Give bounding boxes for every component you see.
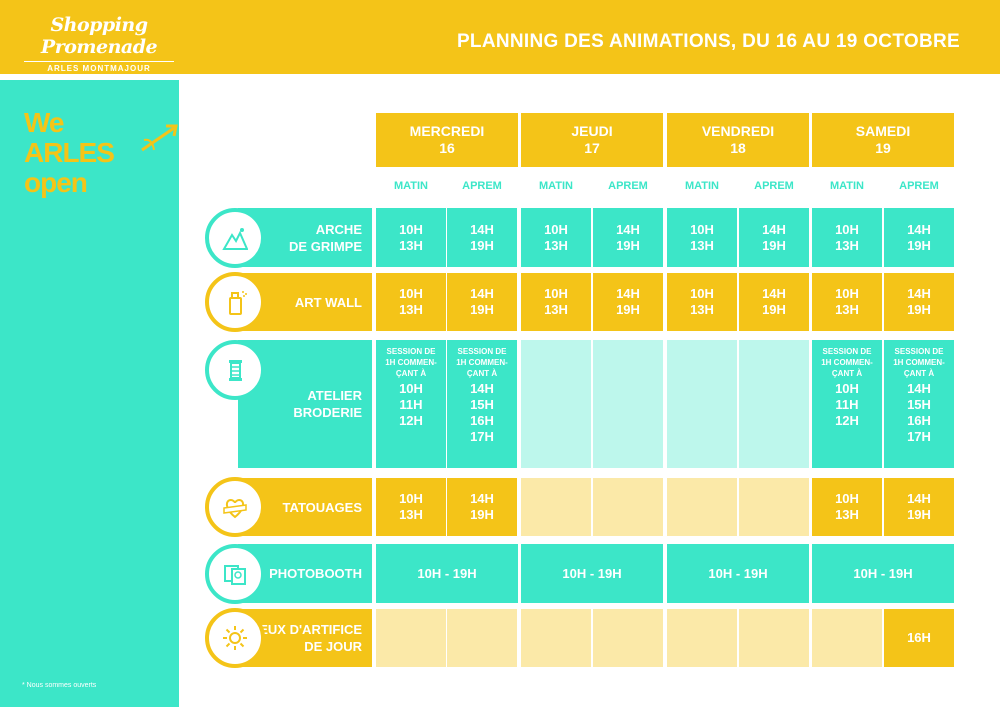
schedule-cell: 10H - 19H (521, 544, 663, 603)
empty-cell (521, 609, 591, 667)
logo-divider (24, 61, 174, 62)
slot-header: APREM (899, 180, 939, 192)
schedule-cell: 10H 13H (812, 478, 882, 536)
schedule-cell: 10H 13H (521, 208, 591, 267)
schedule-cell: SESSION DE 1H COMMEN- ÇANT À 10H 11H 12H (812, 340, 882, 468)
empty-cell (667, 340, 737, 468)
session-times: 10H 11H 12H (835, 381, 859, 428)
empty-cell (739, 478, 809, 536)
slot-header: MATIN (393, 180, 428, 192)
empty-cell (521, 478, 591, 536)
day-name: VENDREDI (701, 123, 775, 139)
day-date: 16 (439, 140, 455, 156)
session-note: SESSION DE 1H COMMEN- ÇANT À (821, 347, 873, 378)
activity-icon-badge (205, 477, 265, 537)
schedule-cell: 10H 13H (812, 208, 882, 267)
empty-cell (812, 609, 882, 667)
schedule-cell: 14H 19H (447, 478, 517, 536)
schedule-cell: 14H 19H (884, 208, 954, 267)
logo-text: Shopping Promenade (40, 14, 158, 58)
schedule-cell: SESSION DE 1H COMMEN- ÇANT À 14H 15H 16H … (447, 340, 517, 468)
empty-cell (593, 609, 663, 667)
schedule-cell: 14H 19H (739, 273, 809, 331)
empty-cell (447, 609, 517, 667)
schedule-cell: 10H 13H (376, 208, 446, 267)
empty-cell (593, 478, 663, 536)
slot-header: MATIN (829, 180, 864, 192)
activity-icon-badge (205, 543, 265, 604)
schedule-cell: 14H 19H (739, 208, 809, 267)
empty-cell (376, 609, 446, 667)
schedule-cell: 14H 19H (593, 208, 663, 267)
thread-spool-icon (229, 360, 242, 381)
schedule-cell: 10H 13H (667, 273, 737, 331)
slot-header: MATIN (684, 180, 719, 192)
empty-cell (593, 340, 663, 468)
page-title: PLANNING DES ANIMATIONS, DU 16 AU 19 OCT… (456, 31, 960, 52)
empty-cell (667, 609, 737, 667)
day-date: 19 (875, 140, 891, 156)
shopping-promenade-logo: Shopping Promenade ARLES MONTMAJOUR (14, 14, 184, 73)
sidebar: We ARLES open * Nous sommes ouverts (0, 80, 179, 707)
schedule-cell: 10H 13H (376, 478, 446, 536)
day-date: 17 (584, 140, 600, 156)
schedule-cell: 10H 13H (376, 273, 446, 331)
header-bar: Shopping Promenade ARLES MONTMAJOUR PLAN… (0, 0, 1000, 74)
day-header: JEUDI 17 (521, 113, 663, 167)
slot-header: MATIN (538, 180, 573, 192)
slot-header: APREM (462, 180, 502, 192)
brand-line-2: ARLES (24, 137, 115, 168)
activity-icon-badge (205, 608, 265, 668)
schedule-cell: 14H 19H (447, 208, 517, 267)
schedule-cell: 14H 19H (884, 273, 954, 331)
schedule-cell: 14H 19H (447, 273, 517, 331)
session-note: SESSION DE 1H COMMEN- ÇANT À (385, 347, 437, 378)
empty-cell (667, 478, 737, 536)
day-date: 18 (730, 140, 746, 156)
session-note: SESSION DE 1H COMMEN- ÇANT À (893, 347, 945, 378)
day-name: MERCREDI (409, 123, 485, 139)
footnote: * Nous sommes ouverts (22, 682, 97, 689)
slot-header: APREM (608, 180, 648, 192)
schedule-cell: 10H - 19H (812, 544, 954, 603)
day-name: SAMEDI (855, 123, 911, 139)
schedule-cell: 10H 13H (812, 273, 882, 331)
empty-cell (739, 609, 809, 667)
schedule-cell: SESSION DE 1H COMMEN- ÇANT À 10H 11H 12H (376, 340, 446, 468)
brand-line-1: We (24, 107, 64, 138)
session-note: SESSION DE 1H COMMEN- ÇANT À (456, 347, 508, 378)
we-arles-open-logo: We ARLES open (24, 107, 115, 198)
schedule-cell: SESSION DE 1H COMMEN- ÇANT À 14H 15H 16H … (884, 340, 954, 468)
session-times: 10H 11H 12H (399, 381, 423, 428)
slot-header: APREM (754, 180, 794, 192)
photos-icon (224, 564, 246, 585)
spray-can-icon (229, 291, 247, 315)
brand-line-3: open (24, 167, 88, 198)
schedule-cell: 10H - 19H (667, 544, 809, 603)
activity-icon-badge (205, 272, 265, 332)
day-header: SAMEDI 19 (812, 113, 954, 167)
empty-cell (739, 340, 809, 468)
schedule-cell: 10H 13H (521, 273, 591, 331)
schedule-cell: 16H (884, 609, 954, 667)
empty-cell (521, 340, 591, 468)
session-times: 14H 15H 16H 17H (907, 381, 931, 444)
session-times: 14H 15H 16H 17H (470, 381, 494, 444)
day-header: VENDREDI 18 (667, 113, 809, 167)
schedule-cell: 10H - 19H (376, 544, 518, 603)
activity-icon-badge (205, 340, 265, 400)
schedule-cell: 14H 19H (884, 478, 954, 536)
heart-banner-icon (223, 498, 247, 519)
activity-icon-badge (205, 207, 265, 268)
schedule-cell: 14H 19H (593, 273, 663, 331)
logo-subtext: ARLES MONTMAJOUR (47, 64, 151, 73)
schedule-cell: 10H 13H (667, 208, 737, 267)
day-header: MERCREDI 16 (376, 113, 518, 167)
day-name: JEUDI (571, 123, 613, 139)
sun-firework-icon (223, 626, 247, 650)
mountain-icon (222, 227, 248, 250)
arrow-icon (141, 124, 178, 152)
